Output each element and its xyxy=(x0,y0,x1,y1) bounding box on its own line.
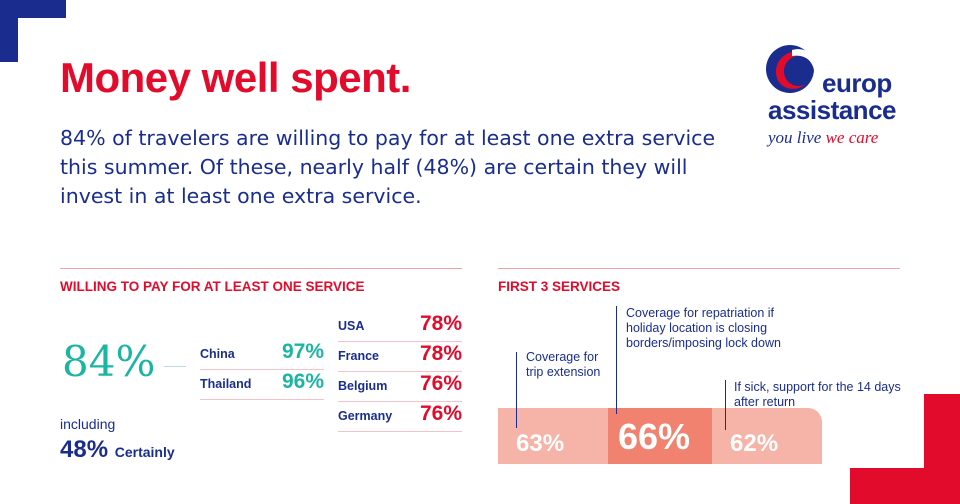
country-list-red: USA 78% France 78% Belgium 76% Germany 7… xyxy=(338,312,462,432)
intro-text: 84% of travelers are willing to pay for … xyxy=(60,126,716,208)
overall-connector-line xyxy=(164,366,186,367)
country-percent: 78% xyxy=(419,312,462,335)
country-row: Germany 76% xyxy=(338,402,462,432)
corner-decoration-bottom-right-bar xyxy=(850,468,960,504)
tagline-you-live: you live xyxy=(768,128,822,147)
service-percent: 66% xyxy=(618,416,691,457)
country-name: USA xyxy=(338,319,365,333)
country-percent: 76% xyxy=(419,372,462,395)
service-pointer-line xyxy=(616,306,617,414)
tagline-we-care: we care xyxy=(825,128,879,147)
service-percent: 62% xyxy=(730,430,779,457)
country-list-teal: China 97% Thailand 96% xyxy=(200,340,324,400)
country-name: Germany xyxy=(338,409,393,423)
country-percent: 78% xyxy=(419,342,462,365)
podium-block-center xyxy=(608,408,712,464)
europ-assistance-logo-icon xyxy=(766,45,815,93)
section-divider-left xyxy=(60,268,462,269)
including-label: including xyxy=(60,416,116,432)
country-name: China xyxy=(200,347,235,361)
section-divider-right xyxy=(498,268,900,269)
country-row: China 97% xyxy=(200,340,324,370)
logo-wordmark-europ: europ xyxy=(822,68,892,98)
service-percent: 63% xyxy=(516,430,565,457)
page-title: Money well spent. xyxy=(60,54,411,101)
country-percent: 76% xyxy=(419,402,462,425)
willing-section-heading: WILLING TO PAY FOR AT LEAST ONE SERVICE xyxy=(60,279,365,294)
logo-wordmark-assistance: assistance xyxy=(768,95,896,125)
country-row: Thailand 96% xyxy=(200,370,324,400)
country-row: USA 78% xyxy=(338,312,462,342)
corner-decoration-top-left-bar xyxy=(0,0,66,18)
country-percent: 97% xyxy=(281,340,324,363)
country-percent: 96% xyxy=(281,370,324,393)
certain-percent: 48% xyxy=(60,436,109,463)
certain-percent-block: 48% Certainly xyxy=(60,436,175,464)
certain-label: Certainly xyxy=(114,444,175,460)
service-label-sick-support: If sick, support for the 14 days after r… xyxy=(734,380,901,409)
country-row: France 78% xyxy=(338,342,462,372)
country-name: France xyxy=(338,349,379,363)
service-pointer-line xyxy=(516,352,517,428)
services-section-heading: FIRST 3 SERVICES xyxy=(498,279,621,294)
service-pointer-line xyxy=(725,380,726,430)
service-label-trip-extension: Coverage for trip extension xyxy=(526,350,601,379)
service-label-repatriation: Coverage for repatriation if holiday loc… xyxy=(626,306,781,350)
overall-willing-percent: 84% xyxy=(62,337,156,386)
country-name: Thailand xyxy=(200,377,252,391)
country-name: Belgium xyxy=(338,379,388,393)
logo-tagline: you live we care xyxy=(768,128,878,148)
country-row: Belgium 76% xyxy=(338,372,462,402)
